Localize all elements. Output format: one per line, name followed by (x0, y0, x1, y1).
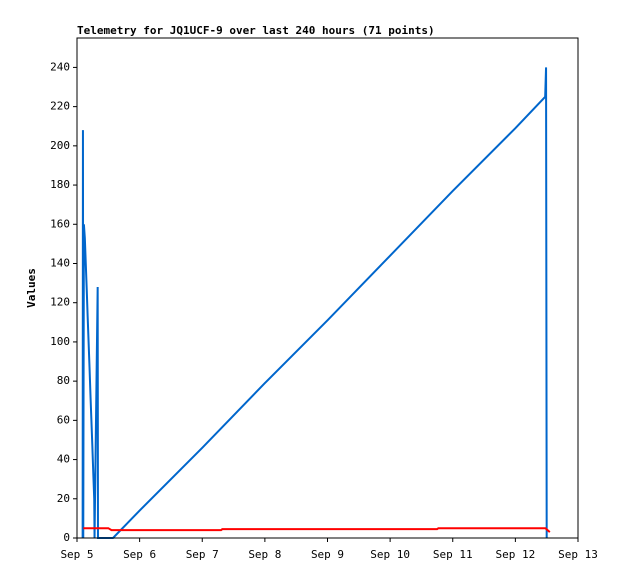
x-tick-label: Sep 6 (123, 548, 156, 561)
y-tick-label: 240 (50, 60, 70, 73)
y-tick-label: 80 (57, 374, 70, 387)
y-tick-label: 20 (57, 492, 70, 505)
x-tick-label: Sep 8 (248, 548, 281, 561)
y-tick-label: 220 (50, 100, 70, 113)
x-tick-label: Sep 10 (370, 548, 410, 561)
x-tick-label: Sep 12 (496, 548, 536, 561)
y-tick-label: 200 (50, 139, 70, 152)
y-tick-label: 0 (63, 531, 70, 544)
y-axis-label: Values (25, 268, 38, 308)
y-tick-label: 60 (57, 413, 70, 426)
chart-title: Telemetry for JQ1UCF-9 over last 240 hou… (77, 24, 435, 37)
y-tick-label: 100 (50, 335, 70, 348)
x-tick-label: Sep 9 (311, 548, 344, 561)
y-tick-label: 120 (50, 296, 70, 309)
y-tick-label: 40 (57, 453, 70, 466)
x-tick-label: Sep 13 (558, 548, 598, 561)
x-tick-label: Sep 5 (60, 548, 93, 561)
series-line (81, 67, 548, 539)
series-line (83, 527, 551, 533)
x-tick-label: Sep 7 (186, 548, 219, 561)
plot-frame (76, 37, 579, 539)
y-tick-label: 180 (50, 178, 70, 191)
x-tick-label: Sep 11 (433, 548, 473, 561)
y-tick-label: 160 (50, 217, 70, 230)
y-tick-label: 140 (50, 256, 70, 269)
